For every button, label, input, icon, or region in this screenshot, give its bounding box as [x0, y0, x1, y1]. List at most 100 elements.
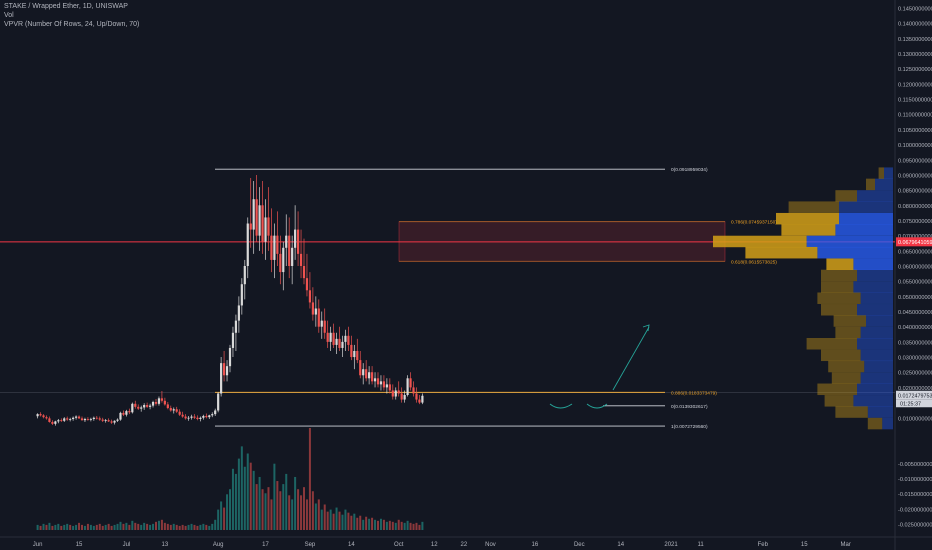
volume-bar [157, 520, 160, 530]
vp-row-down [788, 201, 839, 213]
vp-row-up [860, 326, 893, 339]
candle-body [418, 399, 421, 403]
vp-row-down [806, 338, 857, 350]
vp-row-down [821, 304, 857, 316]
x-tick-label: Oct [394, 542, 404, 548]
volume-bar [146, 523, 149, 530]
y-tick-label: -0.0150000000 [898, 492, 932, 498]
vp-row-down [745, 246, 818, 259]
volume-bar [166, 523, 169, 530]
volume-bar [374, 519, 377, 530]
volume-indicator-label[interactable]: Vol [4, 12, 14, 19]
candle-body [60, 420, 63, 421]
volume-bar [220, 501, 223, 530]
vp-row-up [853, 395, 893, 407]
volume-bar [119, 521, 122, 530]
candle-body [305, 278, 309, 291]
vp-row-up [884, 167, 893, 179]
candle-body [285, 235, 288, 248]
y-tick-label: 0.1050000000 [898, 128, 932, 134]
candle-body [125, 411, 128, 415]
volume-bar [303, 487, 305, 530]
candle-body [270, 235, 273, 260]
fib-level-label: 1(0.0072729560) [671, 424, 708, 430]
candle-body [320, 320, 323, 327]
volume-bar [285, 473, 288, 530]
candle-body [160, 398, 164, 401]
y-tick-label: 0.0300000000 [898, 356, 932, 362]
vp-row-down [713, 235, 807, 248]
volume-bar [261, 489, 264, 530]
candle-body [341, 341, 344, 348]
volume-bar [270, 499, 273, 530]
candle-body [237, 305, 240, 321]
volume-bar [400, 521, 403, 530]
volume-bar [172, 523, 175, 530]
candle-body [400, 393, 403, 400]
candle-body [326, 332, 329, 342]
x-tick-label: Nov [485, 542, 496, 548]
candle-body [104, 420, 107, 421]
candle-body [77, 416, 81, 419]
candle-body [48, 418, 51, 423]
vp-row-down [878, 167, 884, 179]
x-tick-label: 22 [460, 542, 467, 548]
candle-body [57, 420, 60, 422]
candle-body [409, 378, 412, 388]
volume-bar [347, 512, 350, 530]
candle-body [388, 384, 391, 391]
candle-body [415, 393, 418, 400]
candle-body [45, 417, 48, 419]
candle-body [344, 335, 347, 342]
candle-body [323, 320, 326, 333]
candle-body [299, 253, 303, 266]
x-tick-label: 12 [431, 542, 438, 548]
volume-bar [223, 507, 226, 530]
volume-bar [54, 524, 57, 530]
candle-body [80, 418, 84, 421]
candle-body [222, 363, 226, 376]
y-tick-label: -0.0200000000 [898, 507, 932, 513]
y-tick-label: 0.0500000000 [898, 295, 932, 301]
y-tick-label: 0.0950000000 [898, 158, 932, 164]
volume-bar [385, 521, 388, 530]
volume-bar [214, 519, 217, 530]
volume-bar [332, 513, 335, 530]
vp-row-up [853, 281, 893, 293]
vpvr-indicator-label[interactable]: VPVR (Number Of Rows, 24, Up/Down, 70) [4, 21, 140, 28]
candle-body [382, 381, 386, 388]
volume-bar [107, 523, 110, 530]
volume-bar [63, 524, 66, 530]
candle-body [148, 405, 152, 407]
vp-row-up [875, 178, 893, 191]
volume-bar [406, 520, 409, 530]
candle-body [178, 411, 181, 415]
candle-body [276, 235, 279, 254]
candle-body [252, 199, 255, 230]
candle-body [137, 406, 140, 409]
symbol-label[interactable]: STAKE / Wrapped Ether, 1D, UNISWAP [4, 3, 128, 10]
y-tick-label: -0.0050000000 [898, 462, 932, 468]
candle-body [394, 390, 397, 397]
volume-bar [92, 525, 95, 530]
vp-row-down [817, 292, 861, 304]
x-tick-label: Sep [305, 542, 316, 548]
volume-bar [229, 489, 231, 530]
volume-bar [341, 514, 344, 530]
y-tick-label: 0.1450000000 [898, 7, 932, 13]
candle-body [199, 417, 202, 419]
candle-body [279, 253, 282, 273]
volume-bar [279, 491, 282, 530]
y-tick-label: 0.0650000000 [898, 249, 932, 255]
candle-body [370, 372, 374, 382]
x-tick-label: 2021 [664, 542, 678, 548]
candle-body [291, 247, 294, 266]
volume-bar [45, 524, 48, 530]
candle-body [134, 403, 137, 407]
vp-row-up [860, 372, 893, 384]
candle-body [255, 199, 258, 236]
volume-bar [57, 523, 60, 530]
candle-body [39, 414, 42, 416]
vp-row-down [835, 190, 857, 202]
